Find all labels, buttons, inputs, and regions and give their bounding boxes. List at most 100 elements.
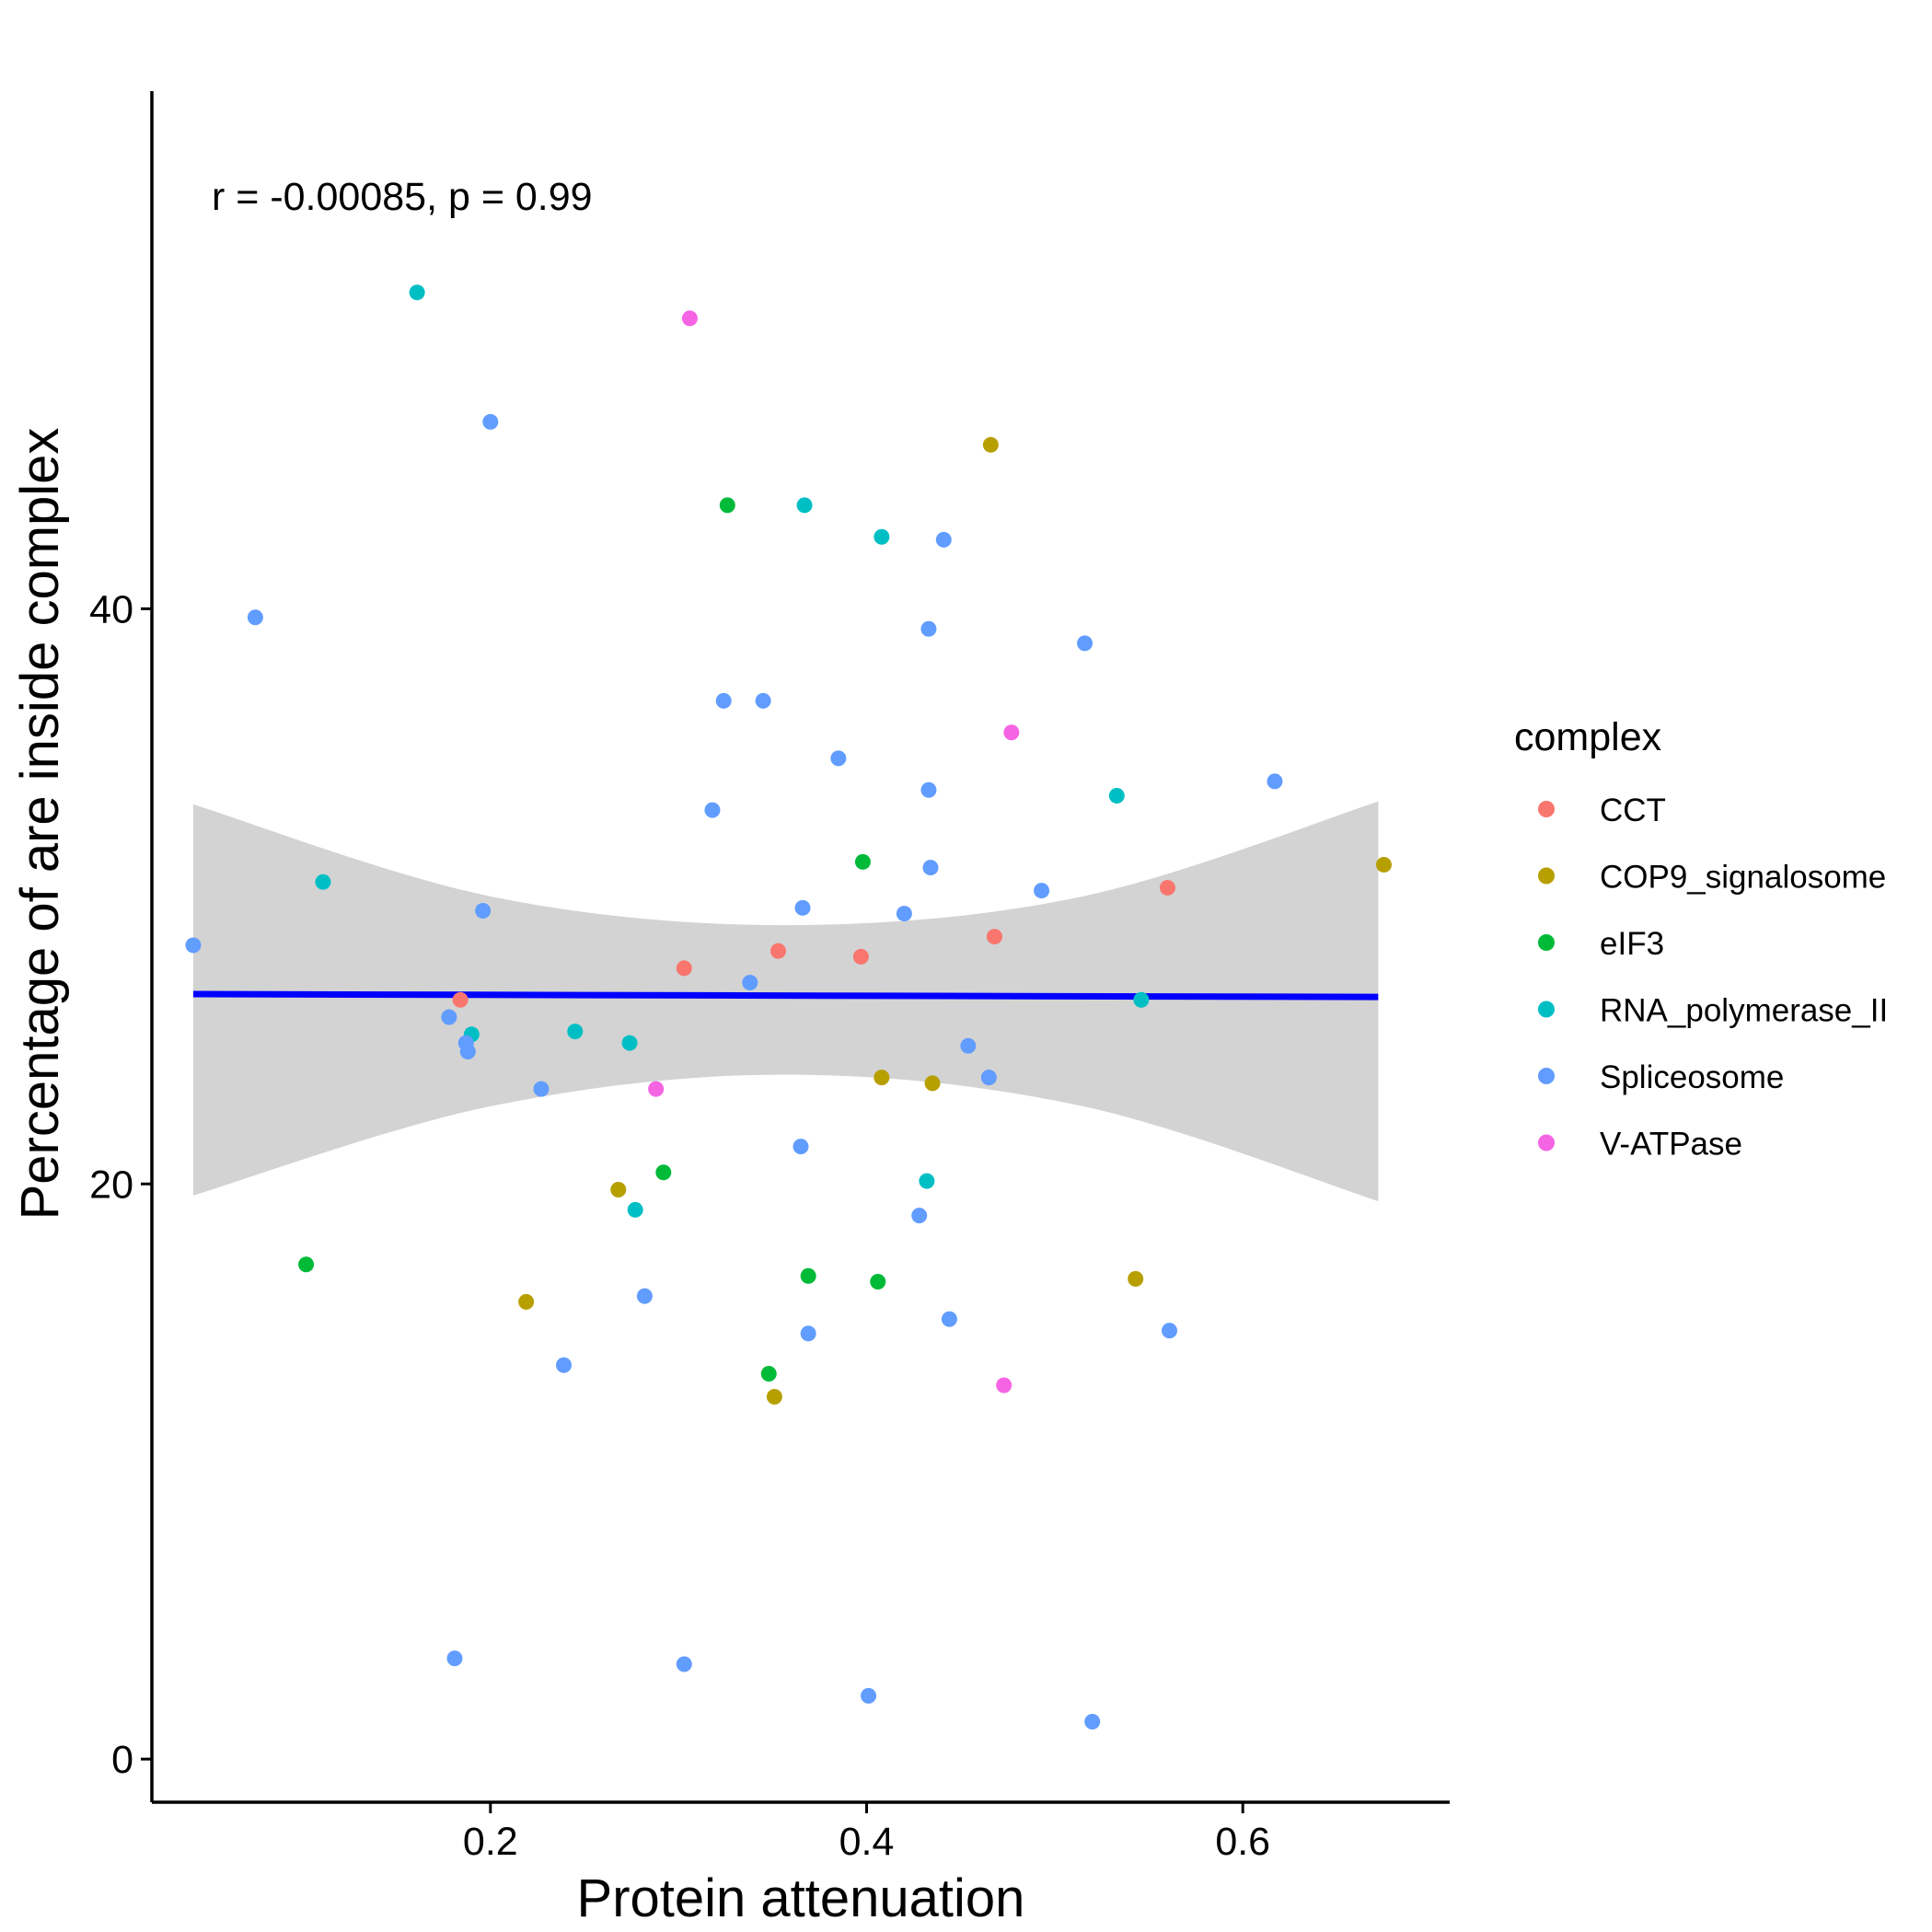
point-spliceosome (980, 1070, 997, 1086)
point-spliceosome (475, 902, 492, 919)
point-eif3 (854, 853, 871, 870)
point-spliceosome (1084, 1714, 1101, 1730)
point-spliceosome (704, 802, 721, 818)
point-rna-polymerase-ii (873, 528, 890, 545)
legend-key (1538, 1134, 1555, 1151)
point-v-atpase (1003, 724, 1020, 741)
point-spliceosome (941, 1311, 957, 1327)
legend-label: eIF3 (1600, 926, 1664, 962)
point-spliceosome (792, 1139, 809, 1155)
point-spliceosome (1162, 1323, 1178, 1339)
point-cop9-signalosome (1128, 1270, 1144, 1287)
point-cop9-signalosome (873, 1070, 890, 1086)
point-spliceosome (441, 1009, 457, 1025)
point-rna-polymerase-ii (567, 1024, 584, 1040)
point-eif3 (655, 1164, 672, 1181)
point-cop9-signalosome (1375, 856, 1392, 873)
point-spliceosome (755, 692, 771, 709)
point-cop9-signalosome (924, 1075, 941, 1092)
x-ticks: 0.2 0.4 0.6 (463, 1802, 1270, 1864)
point-spliceosome (556, 1357, 573, 1373)
legend: complex CCT COP9_signalosome eIF3 RNA_polym… (1514, 715, 1888, 1163)
point-cct (986, 929, 1002, 945)
point-rna-polymerase-ii (1108, 787, 1125, 804)
point-spliceosome (911, 1208, 928, 1224)
point-eif3 (298, 1256, 315, 1273)
x-tick-label: 0.6 (1215, 1820, 1270, 1864)
point-spliceosome (1077, 635, 1093, 652)
point-rna-polymerase-ii (621, 1035, 638, 1051)
point-spliceosome (482, 413, 499, 430)
y-ticks: 0 20 40 (89, 587, 152, 1782)
confidence-band (192, 801, 1379, 1202)
legend-label: Spliceosome (1600, 1059, 1784, 1095)
confidence-band-layer (192, 801, 1379, 1202)
point-rna-polymerase-ii (315, 873, 331, 890)
point-spliceosome (861, 1687, 877, 1704)
point-rna-polymerase-ii (409, 284, 425, 301)
point-spliceosome (896, 906, 912, 922)
point-spliceosome (636, 1288, 653, 1304)
point-rna-polymerase-ii (919, 1173, 935, 1189)
point-eif3 (760, 1365, 777, 1382)
point-spliceosome (800, 1325, 816, 1342)
legend-label: RNA_polymerase_II (1600, 993, 1888, 1029)
point-spliceosome (459, 1044, 476, 1060)
point-cop9-signalosome (766, 1388, 782, 1405)
point-spliceosome (247, 609, 263, 626)
point-spliceosome (920, 620, 937, 637)
legend-key (1538, 801, 1555, 817)
y-tick-label: 40 (89, 587, 133, 631)
point-spliceosome (920, 781, 937, 798)
point-eif3 (719, 497, 735, 514)
point-v-atpase (648, 1081, 665, 1097)
point-cop9-signalosome (610, 1182, 627, 1198)
point-spliceosome (676, 1656, 692, 1672)
point-spliceosome (446, 1650, 463, 1667)
point-spliceosome (960, 1037, 977, 1054)
y-tick-label: 20 (89, 1163, 133, 1207)
fit-line-layer (192, 990, 1379, 1001)
point-eif3 (800, 1267, 816, 1284)
point-v-atpase (996, 1377, 1012, 1394)
legend-key (1538, 867, 1555, 885)
correlation-annotation: r = -0.00085, p = 0.99 (212, 175, 593, 219)
point-spliceosome (742, 975, 758, 991)
x-tick-label: 0.2 (463, 1820, 518, 1864)
legend-key (1538, 934, 1555, 951)
point-rna-polymerase-ii (796, 497, 813, 514)
x-tick-label: 0.4 (839, 1820, 895, 1864)
point-spliceosome (715, 692, 732, 709)
legend-label: COP9_signalosome (1600, 860, 1886, 896)
point-cct (769, 943, 786, 959)
point-spliceosome (1267, 773, 1283, 790)
x-axis-title: Protein attenuation (577, 1868, 1025, 1928)
y-tick-label: 0 (111, 1738, 133, 1782)
legend-title: complex (1514, 715, 1662, 759)
points-layer (185, 284, 1392, 1730)
point-rna-polymerase-ii (627, 1201, 643, 1218)
y-axis-title: Percentage of are inside complex (10, 428, 70, 1221)
point-spliceosome (533, 1081, 550, 1097)
point-spliceosome (935, 531, 952, 548)
legend-label: V-ATPase (1600, 1127, 1742, 1163)
point-cop9-signalosome (518, 1293, 535, 1310)
point-v-atpase (681, 310, 698, 327)
legend-entries: CCT COP9_signalosome eIF3 RNA_polymerase_II… (1538, 792, 1888, 1163)
point-cct (1159, 879, 1175, 896)
point-cct (452, 991, 469, 1008)
axes (150, 91, 1450, 1804)
point-spliceosome (922, 860, 939, 876)
regression-line (192, 990, 1379, 1001)
point-cop9-signalosome (982, 436, 999, 453)
point-spliceosome (1034, 883, 1050, 899)
point-cct (676, 960, 692, 977)
point-spliceosome (830, 750, 847, 767)
point-rna-polymerase-ii (1133, 991, 1150, 1008)
point-cct (852, 948, 869, 965)
legend-key (1538, 1068, 1555, 1084)
point-spliceosome (185, 937, 202, 954)
legend-key (1538, 1001, 1555, 1018)
point-eif3 (870, 1273, 886, 1290)
